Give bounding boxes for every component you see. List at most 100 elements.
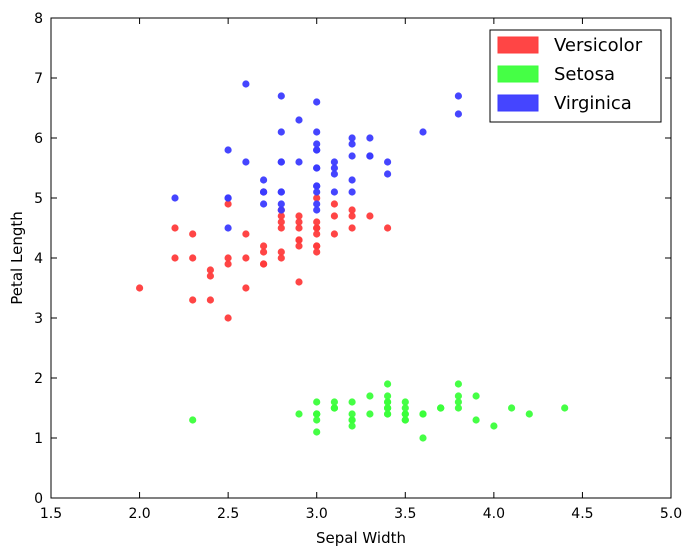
point-setosa <box>437 404 445 412</box>
point-versicolor <box>348 206 356 214</box>
point-versicolor <box>348 212 356 220</box>
point-setosa <box>295 410 303 418</box>
point-virginica <box>242 80 250 88</box>
point-setosa <box>189 416 197 424</box>
point-versicolor <box>295 278 303 286</box>
point-virginica <box>224 224 232 232</box>
point-setosa <box>401 410 409 418</box>
legend-swatch-virginica <box>497 94 539 112</box>
y-tick-label: 6 <box>34 131 43 147</box>
legend: Versicolor Setosa Virginica <box>489 29 662 123</box>
point-setosa <box>454 398 462 406</box>
y-tick-label: 3 <box>34 311 43 327</box>
point-setosa <box>454 392 462 400</box>
point-setosa <box>348 410 356 418</box>
point-versicolor <box>171 224 179 232</box>
point-virginica <box>277 200 285 208</box>
point-versicolor <box>206 272 214 280</box>
y-tick-label: 2 <box>34 371 43 387</box>
point-virginica <box>348 140 356 148</box>
point-virginica <box>348 134 356 142</box>
y-tick-label: 0 <box>34 491 43 507</box>
legend-label-setosa: Setosa <box>554 64 615 85</box>
point-versicolor <box>242 230 250 238</box>
point-virginica <box>313 182 321 190</box>
point-virginica <box>295 116 303 124</box>
point-virginica <box>260 188 268 196</box>
point-setosa <box>348 422 356 430</box>
point-virginica <box>313 188 321 196</box>
point-virginica <box>277 158 285 166</box>
point-versicolor <box>206 266 214 274</box>
legend-swatch-setosa <box>497 65 539 83</box>
point-versicolor <box>384 224 392 232</box>
point-versicolor <box>260 248 268 256</box>
point-versicolor <box>224 200 232 208</box>
point-versicolor <box>277 224 285 232</box>
point-versicolor <box>242 254 250 262</box>
point-virginica <box>454 92 462 100</box>
point-setosa <box>366 392 374 400</box>
point-setosa <box>525 410 533 418</box>
point-versicolor <box>224 260 232 268</box>
point-versicolor <box>295 212 303 220</box>
point-versicolor <box>277 218 285 226</box>
point-virginica <box>313 164 321 172</box>
point-versicolor <box>171 254 179 262</box>
point-setosa <box>384 380 392 388</box>
point-versicolor <box>277 248 285 256</box>
point-setosa <box>348 398 356 406</box>
point-setosa <box>313 398 321 406</box>
point-virginica <box>277 188 285 196</box>
point-virginica <box>295 158 303 166</box>
point-virginica <box>330 158 338 166</box>
point-versicolor <box>313 230 321 238</box>
x-tick-label: 5.0 <box>660 506 682 522</box>
point-virginica <box>313 128 321 136</box>
point-versicolor <box>295 236 303 244</box>
point-virginica <box>384 158 392 166</box>
point-virginica <box>260 200 268 208</box>
y-tick-label: 4 <box>34 251 43 267</box>
point-versicolor <box>189 296 197 304</box>
point-setosa <box>384 404 392 412</box>
point-virginica <box>260 176 268 184</box>
point-virginica <box>277 128 285 136</box>
point-setosa <box>330 404 338 412</box>
point-versicolor <box>189 230 197 238</box>
point-virginica <box>224 146 232 154</box>
y-tick-label: 1 <box>34 431 43 447</box>
point-virginica <box>313 206 321 214</box>
point-setosa <box>454 404 462 412</box>
y-tick-label: 5 <box>34 191 43 207</box>
point-virginica <box>348 176 356 184</box>
point-versicolor <box>313 218 321 226</box>
point-versicolor <box>330 230 338 238</box>
points-layer <box>136 80 569 442</box>
x-tick-label: 4.0 <box>483 506 505 522</box>
point-setosa <box>313 416 321 424</box>
point-virginica <box>348 188 356 196</box>
point-virginica <box>313 98 321 106</box>
point-versicolor <box>295 242 303 250</box>
point-virginica <box>330 164 338 172</box>
x-tick-label: 4.5 <box>571 506 593 522</box>
point-setosa <box>384 410 392 418</box>
point-virginica <box>277 206 285 214</box>
point-versicolor <box>295 218 303 226</box>
point-versicolor <box>313 248 321 256</box>
point-setosa <box>401 416 409 424</box>
point-virginica <box>366 134 374 142</box>
point-versicolor <box>277 254 285 262</box>
point-setosa <box>472 416 480 424</box>
x-tick-label: 2.0 <box>128 506 150 522</box>
point-setosa <box>348 416 356 424</box>
point-versicolor <box>277 212 285 220</box>
point-versicolor <box>313 194 321 202</box>
point-virginica <box>348 152 356 160</box>
point-versicolor <box>189 254 197 262</box>
x-tick-label: 2.5 <box>217 506 239 522</box>
point-virginica <box>313 200 321 208</box>
point-versicolor <box>348 224 356 232</box>
point-virginica <box>313 140 321 148</box>
